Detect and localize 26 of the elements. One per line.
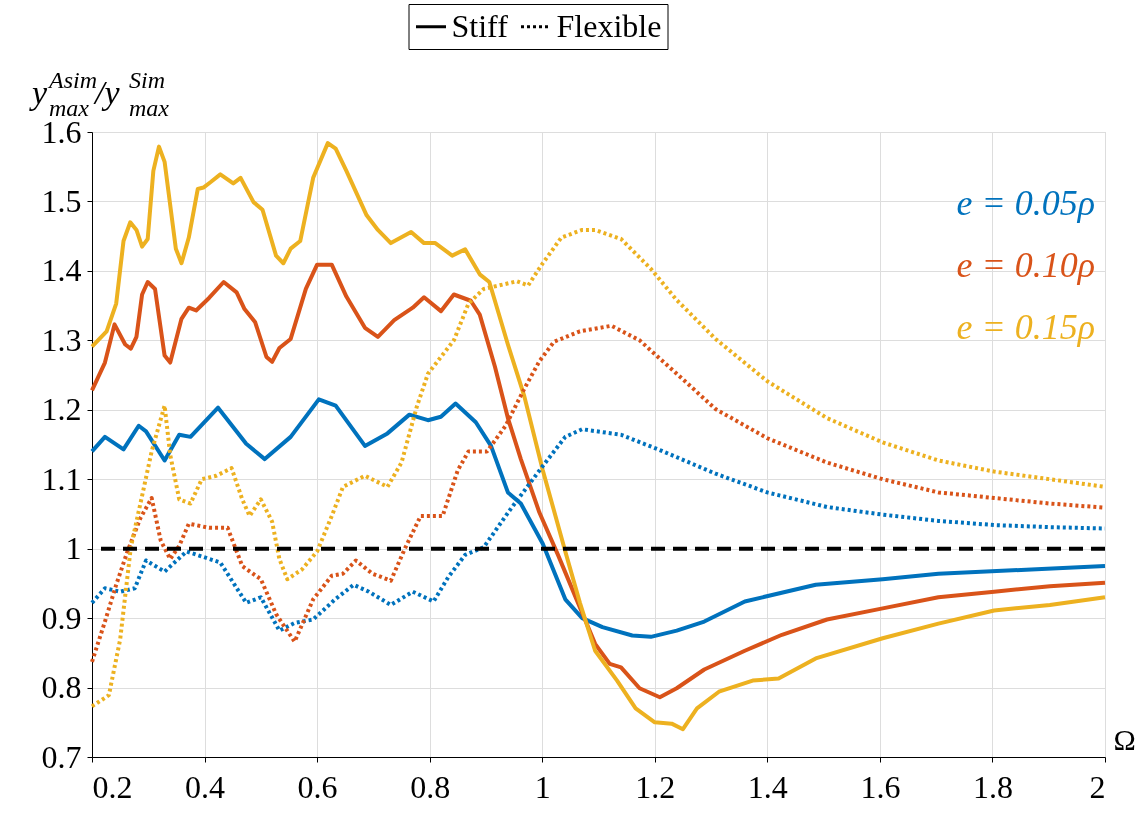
text: e = 0.05ρ bbox=[956, 183, 1095, 223]
text: e = 0.15ρ bbox=[956, 307, 1095, 347]
x-tick-label: 2 bbox=[1089, 768, 1106, 805]
text: Flexible bbox=[556, 7, 662, 44]
y-tick-label: 0.9 bbox=[41, 599, 82, 636]
y-tick-label: 0.7 bbox=[41, 738, 82, 775]
x-tick-label: 0.4 bbox=[185, 768, 226, 805]
y-tick-label: 1.3 bbox=[41, 321, 82, 358]
x-tick-label: 1.2 bbox=[635, 768, 676, 805]
text: e = 0.10ρ bbox=[956, 245, 1095, 285]
y-tick-label: 0.8 bbox=[41, 669, 82, 706]
x-tick-label: 1 bbox=[534, 768, 551, 805]
y-tick-label: 1 bbox=[65, 530, 82, 567]
x-tick-label: 1.6 bbox=[860, 768, 901, 805]
x-tick-label: 1.8 bbox=[972, 768, 1013, 805]
x-tick-label: 0.6 bbox=[297, 768, 338, 805]
x-axis-title: Ω bbox=[1113, 722, 1136, 756]
x-tick-label: 1.4 bbox=[747, 768, 788, 805]
x-tick-label: 0.8 bbox=[410, 768, 451, 805]
y-tick-label: 1.5 bbox=[41, 182, 82, 219]
x-tick-label: 0.2 bbox=[92, 768, 133, 805]
y-tick-label: 1.1 bbox=[41, 460, 82, 497]
y-tick-label: 1.2 bbox=[41, 391, 82, 428]
text: Stiff bbox=[451, 7, 509, 44]
y-tick-label: 1.4 bbox=[41, 252, 82, 289]
line-series bbox=[90, 141, 1107, 732]
